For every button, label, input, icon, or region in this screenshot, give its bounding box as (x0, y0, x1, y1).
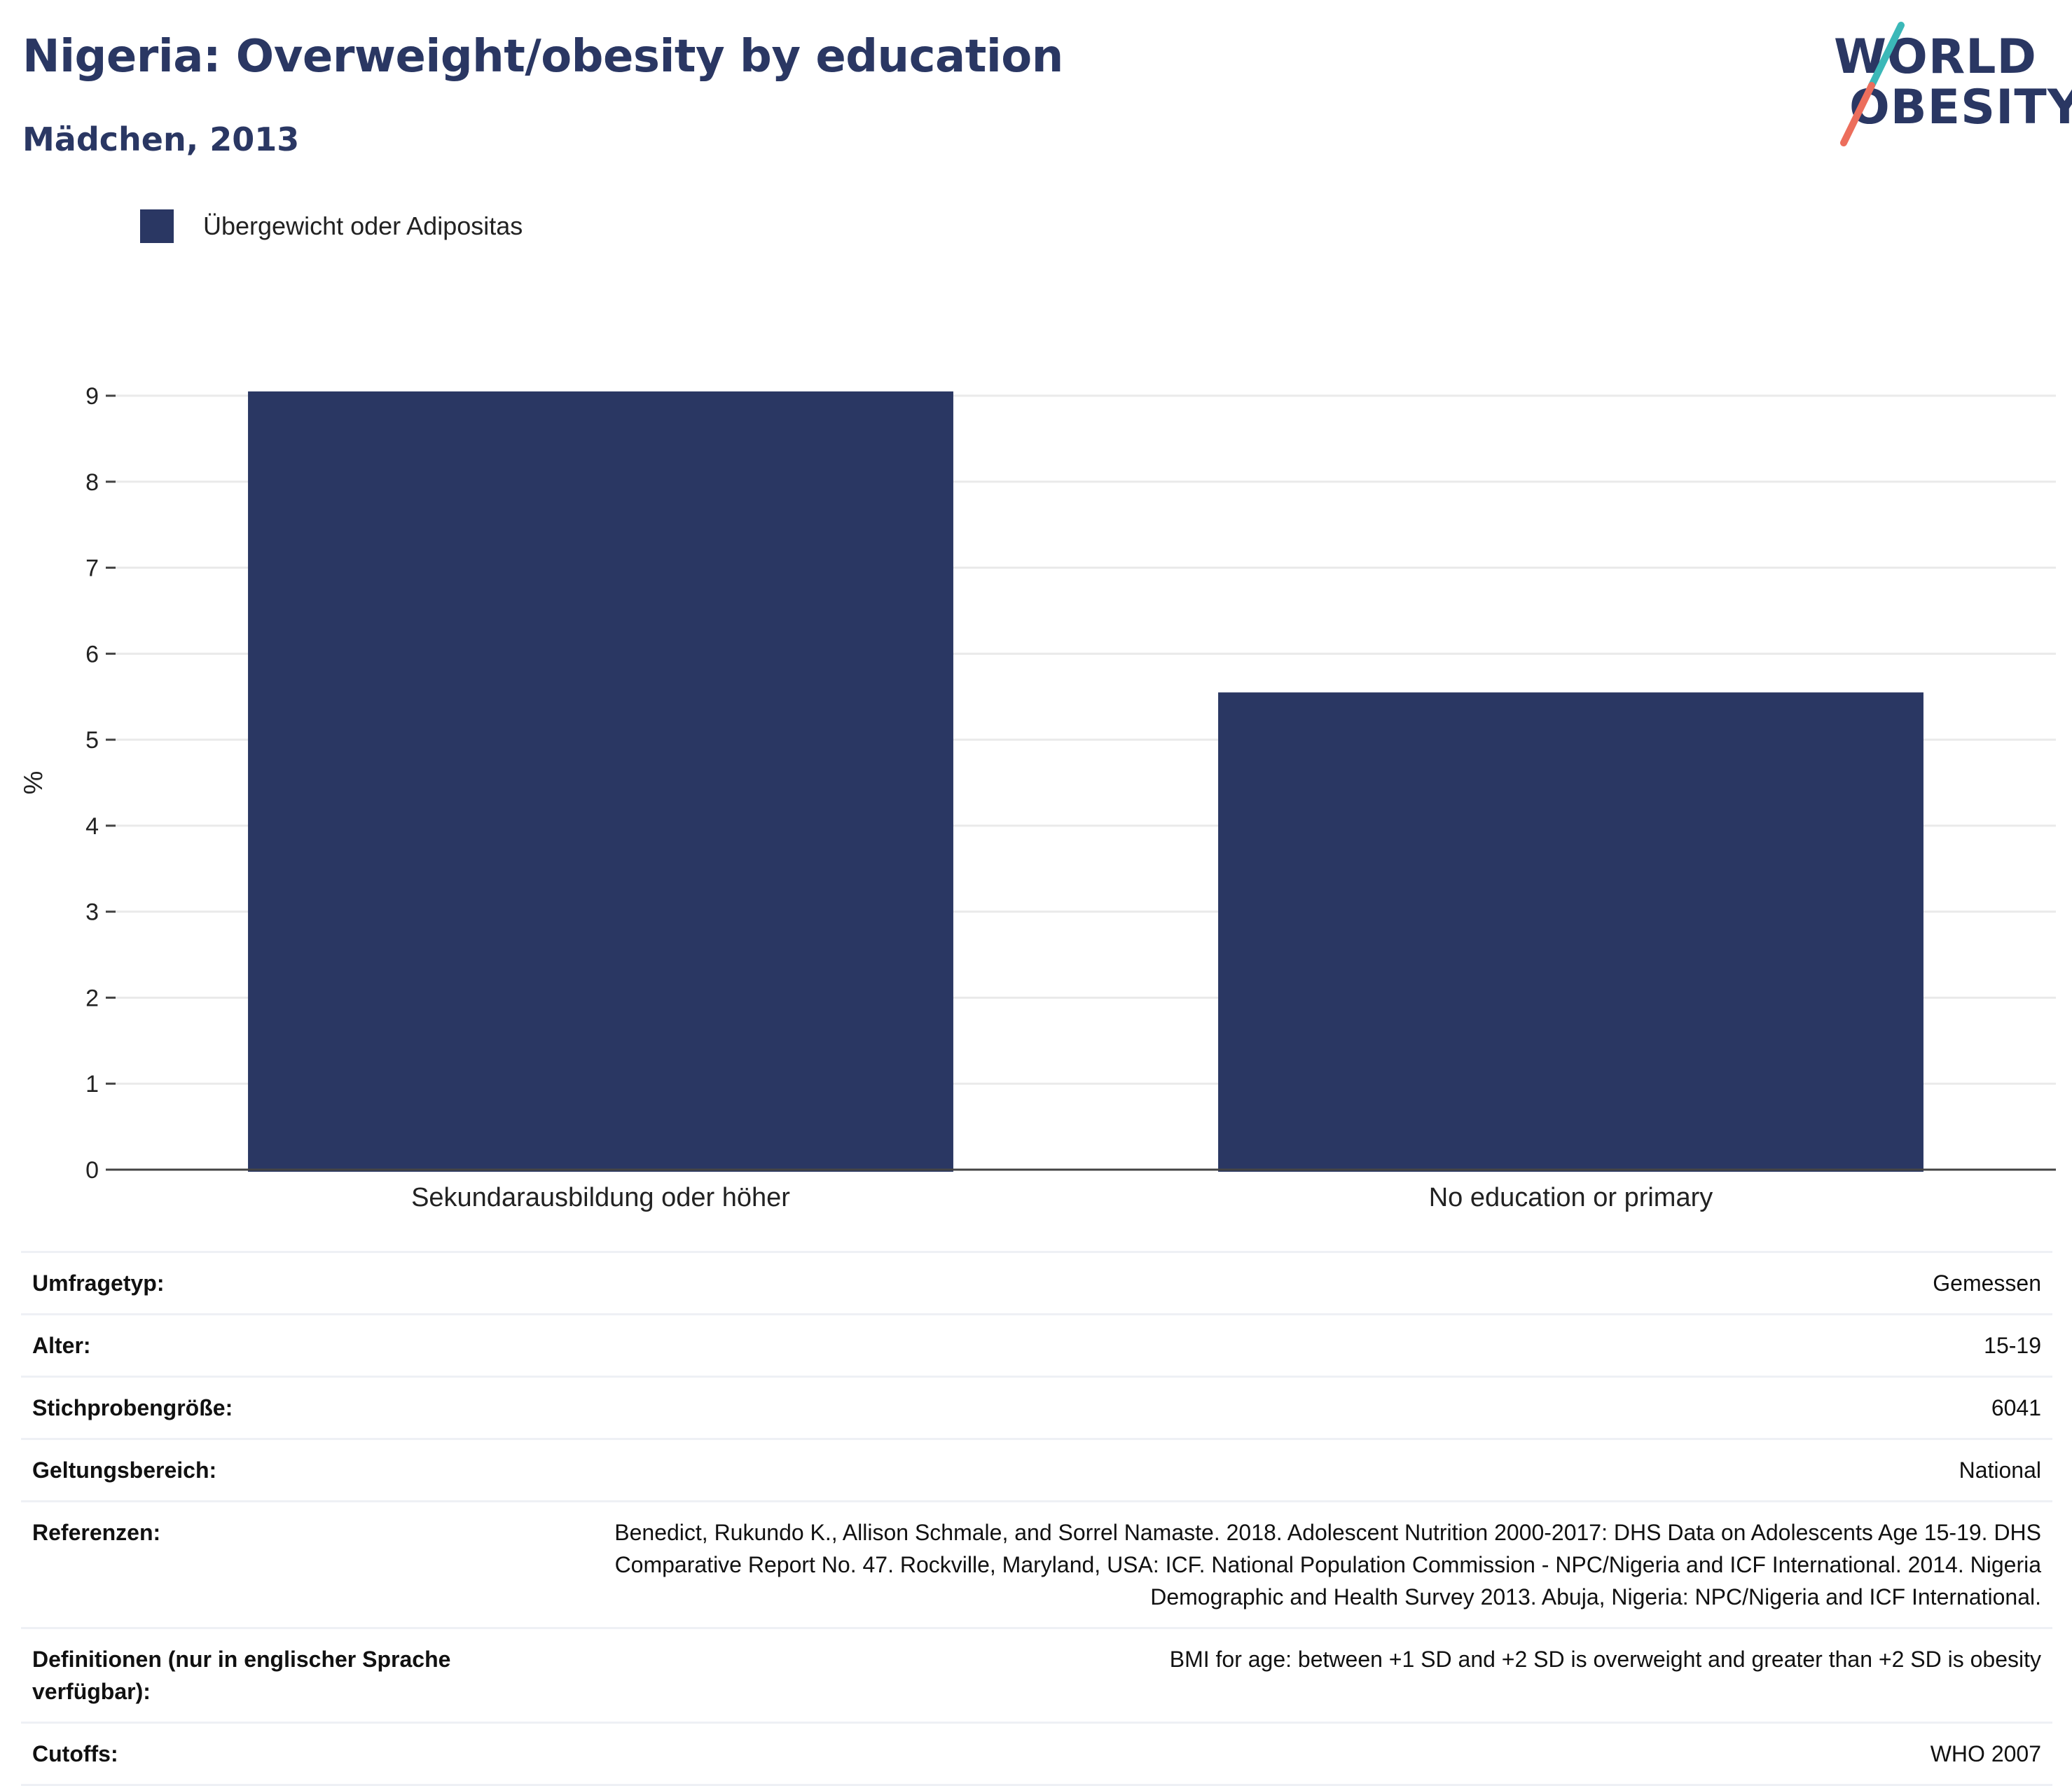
info-value: 6041 (520, 1376, 2052, 1439)
y-tick-label: 4 (85, 813, 99, 840)
y-tick-label: 9 (85, 383, 99, 410)
legend-swatch (140, 209, 174, 243)
logo-line-2: OBESITY (1849, 80, 2072, 135)
chart-legend[interactable]: Übergewicht oder Adipositas (140, 209, 523, 244)
y-tick-label: 5 (85, 727, 99, 754)
info-value: 15-19 (520, 1313, 2052, 1377)
info-key: Umfragetyp: (21, 1251, 520, 1315)
info-key: Definitionen (nur in englischer Sprache … (21, 1627, 520, 1723)
y-axis-title: % (19, 771, 48, 795)
info-table: Umfragetyp: Gemessen Alter: 15-19 Stichprobe… (21, 1251, 2052, 1786)
info-row: Stichprobengröße: 6041 (21, 1376, 2052, 1439)
info-key: Alter: (21, 1313, 520, 1377)
y-tick-label: 2 (85, 985, 99, 1011)
info-key: Stichprobengröße: (21, 1376, 520, 1439)
info-row: Cutoffs: WHO 2007 (21, 1722, 2052, 1786)
logo-line-1: WORLD (1834, 29, 2037, 85)
info-value: Benedict, Rukundo K., Allison Schmale, a… (520, 1500, 2052, 1628)
logo-slash-icon (1840, 22, 1905, 146)
info-value: WHO 2007 (520, 1722, 2052, 1786)
x-category-label: Sekundarausbildung oder höher (411, 1183, 790, 1212)
bar-chart: 0 1 2 3 4 5 6 7 8 9 Sekundarausbildung oder höher N… (19, 383, 2056, 1212)
y-tick-label: 0 (85, 1157, 99, 1184)
y-tick-label: 7 (85, 555, 99, 582)
bar (248, 391, 953, 1172)
y-tick-label: 8 (85, 469, 99, 496)
legend-label: Übergewicht oder Adipositas (203, 212, 523, 240)
y-tick-label: 6 (85, 641, 99, 667)
info-key: Cutoffs: (21, 1722, 520, 1786)
y-tick-label: 1 (85, 1071, 99, 1098)
x-category-label: No education or primary (1429, 1183, 1713, 1212)
info-row: Umfragetyp: Gemessen (21, 1251, 2052, 1315)
page-subtitle: Mädchen, 2013 (22, 120, 300, 158)
info-row: Definitionen (nur in englischer Sprache … (21, 1627, 2052, 1723)
info-row: Geltungsbereich: National (21, 1438, 2052, 1502)
world-obesity-logo[interactable]: WORLD OBESITY (1821, 18, 2072, 151)
info-row: Alter: 15-19 (21, 1313, 2052, 1377)
info-key: Geltungsbereich: (21, 1438, 520, 1502)
info-value: National (520, 1438, 2052, 1502)
page-title: Nigeria: Overweight/obesity by education (22, 31, 1063, 83)
info-key: Referenzen: (21, 1500, 520, 1628)
info-value: BMI for age: between +1 SD and +2 SD is … (520, 1627, 2052, 1723)
bar (1218, 692, 1923, 1172)
info-row: Referenzen: Benedict, Rukundo K., Allison… (21, 1500, 2052, 1628)
y-tick-label: 3 (85, 899, 99, 926)
info-value: Gemessen (520, 1251, 2052, 1315)
